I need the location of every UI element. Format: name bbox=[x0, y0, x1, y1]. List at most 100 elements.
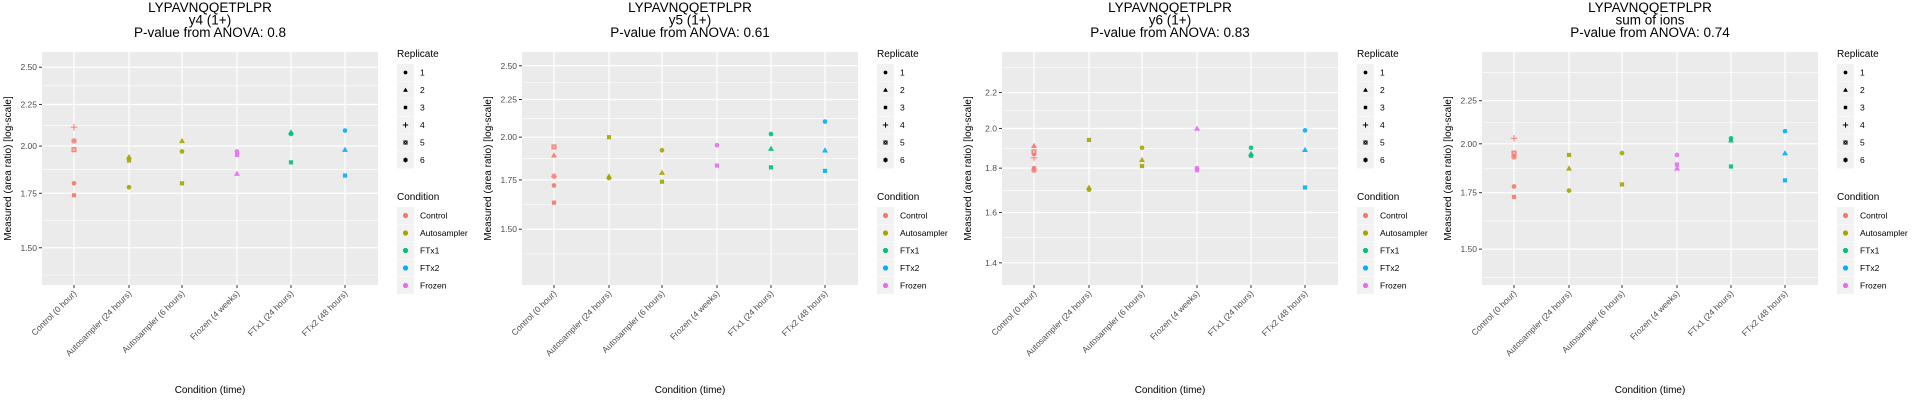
legend-color-dot-icon bbox=[1362, 282, 1369, 289]
legend-key-square-icon bbox=[1363, 105, 1368, 110]
data-point bbox=[1511, 150, 1517, 156]
legend-key-boxed-x-icon bbox=[403, 140, 408, 145]
legend-title-replicate: Replicate bbox=[1837, 49, 1879, 60]
legend-color-dot-icon bbox=[1842, 212, 1849, 219]
legend: Replicate 1 2 3 4 5 6 Condition Control Autosampl… bbox=[1357, 49, 1428, 294]
y-axis-title: Measured (area ratio) [log-scale] bbox=[483, 96, 494, 241]
legend-key-circle-icon bbox=[883, 70, 888, 75]
data-point bbox=[1248, 153, 1254, 158]
data-point bbox=[659, 179, 665, 184]
plot-panel-1: LYPAVNQQETPLPR y4 (1+) P-value from ANOVA:… bbox=[0, 0, 480, 400]
y-tick-label: 2.50 bbox=[500, 61, 517, 71]
legend-key-boxed-x-icon bbox=[1363, 140, 1368, 145]
y-tick-label: 1.50 bbox=[500, 224, 517, 234]
data-point bbox=[768, 165, 774, 170]
x-tick-label: Control (0 hour) bbox=[1469, 288, 1518, 337]
y-tick-label: 2.2 bbox=[985, 88, 997, 98]
data-point bbox=[288, 160, 294, 165]
legend-label: 1 bbox=[900, 68, 905, 78]
legend-color-dot-icon bbox=[882, 282, 889, 289]
y-axis-title: Measured (area ratio) [log-scale] bbox=[963, 96, 974, 241]
legend-label: 4 bbox=[420, 120, 425, 130]
chart-title-line: y6 (1+) bbox=[1149, 13, 1191, 28]
legend-label: 3 bbox=[1380, 103, 1385, 113]
chart-title-line: P-value from ANOVA: 0.61 bbox=[610, 25, 770, 40]
data-point bbox=[1031, 142, 1037, 149]
data-point bbox=[659, 147, 665, 153]
data-point bbox=[234, 170, 240, 176]
legend-label: Frozen bbox=[900, 281, 927, 291]
legend-title-condition: Condition bbox=[397, 192, 439, 203]
legend-title-replicate: Replicate bbox=[877, 49, 919, 60]
legend-label: FTx2 bbox=[900, 263, 920, 273]
x-tick-label: Control (0 hour) bbox=[989, 288, 1038, 337]
data-point bbox=[659, 169, 665, 175]
data-point bbox=[1139, 156, 1145, 163]
data-point bbox=[551, 183, 557, 188]
chart-title-line: P-value from ANOVA: 0.83 bbox=[1090, 25, 1250, 40]
data-point bbox=[1086, 137, 1092, 143]
y-tick-label: 1.75 bbox=[1460, 188, 1477, 198]
legend-color-dot-icon bbox=[882, 247, 889, 254]
data-point bbox=[1031, 167, 1037, 174]
y-tick-label: 1.50 bbox=[20, 243, 37, 253]
legend-label: Autosampler bbox=[1380, 228, 1428, 238]
legend-color-dot-icon bbox=[882, 212, 889, 219]
y-tick-label: 1.75 bbox=[20, 188, 37, 198]
legend: Replicate 1 2 3 4 5 6 Condition Control Autosampl… bbox=[877, 49, 948, 294]
data-point bbox=[71, 147, 77, 153]
data-point bbox=[1511, 153, 1517, 160]
data-point bbox=[234, 152, 240, 158]
data-point bbox=[179, 149, 185, 154]
x-axis-title: Condition (time) bbox=[655, 385, 726, 396]
data-point bbox=[551, 152, 557, 158]
data-point bbox=[179, 137, 185, 144]
legend-label: 6 bbox=[900, 155, 905, 165]
data-point bbox=[1566, 165, 1572, 171]
legend-key-plus-icon bbox=[1362, 122, 1369, 128]
legend-label: 1 bbox=[1380, 68, 1385, 78]
data-point bbox=[126, 184, 132, 190]
legend: Replicate 1 2 3 4 5 6 Condition Control Autosampl… bbox=[1837, 49, 1908, 294]
legend: Replicate 1 2 3 4 5 6 Condition Control Autosampl… bbox=[397, 49, 468, 294]
data-point bbox=[1248, 145, 1254, 151]
legend-key-boxed-x-icon bbox=[883, 140, 888, 145]
legend-key-square-icon bbox=[883, 105, 888, 110]
data-point bbox=[126, 158, 132, 163]
chart-title-line: P-value from ANOVA: 0.8 bbox=[134, 25, 286, 40]
chart-title-line: sum of ions bbox=[1615, 13, 1684, 28]
legend-title-replicate: Replicate bbox=[1357, 49, 1399, 60]
legend-key-triangle-icon bbox=[403, 87, 408, 92]
legend-color-dot-icon bbox=[1842, 230, 1849, 236]
legend-label: FTx1 bbox=[1860, 246, 1880, 256]
data-point bbox=[342, 128, 348, 133]
legend-label: FTx1 bbox=[900, 246, 920, 256]
y-tick-label: 1.8 bbox=[985, 163, 997, 173]
legend-key-triangle-icon bbox=[1363, 87, 1368, 92]
x-tick-label: FTx2 (48 hours) bbox=[1260, 288, 1310, 338]
legend-label: Autosampler bbox=[900, 228, 948, 238]
legend-key-asterisk-icon bbox=[403, 157, 408, 163]
data-point bbox=[1728, 164, 1734, 169]
x-tick-label: FTx2 (48 hours) bbox=[300, 288, 350, 338]
legend-label: 4 bbox=[1860, 120, 1865, 130]
legend-label: Control bbox=[1380, 211, 1408, 221]
y-tick-label: 2.25 bbox=[500, 94, 517, 104]
legend-color-dot-icon bbox=[882, 265, 889, 271]
legend-label: Autosampler bbox=[1860, 228, 1908, 238]
legend-label: Frozen bbox=[1380, 281, 1407, 291]
legend-label: Autosampler bbox=[420, 228, 468, 238]
data-point bbox=[1194, 168, 1200, 173]
data-point bbox=[126, 153, 132, 160]
data-point bbox=[1619, 182, 1625, 187]
y-tick-label: 2.00 bbox=[1460, 139, 1477, 149]
y-tick-label: 2.50 bbox=[20, 62, 37, 72]
y-tick-label: 1.75 bbox=[500, 175, 517, 185]
data-point bbox=[551, 144, 557, 150]
x-tick-label: Frozen (4 weeks) bbox=[1628, 288, 1682, 342]
legend-color-dot-icon bbox=[402, 247, 409, 254]
legend-label: 2 bbox=[420, 85, 425, 95]
legend-label: FTx2 bbox=[1860, 263, 1880, 273]
legend-color-dot-icon bbox=[1842, 282, 1849, 289]
